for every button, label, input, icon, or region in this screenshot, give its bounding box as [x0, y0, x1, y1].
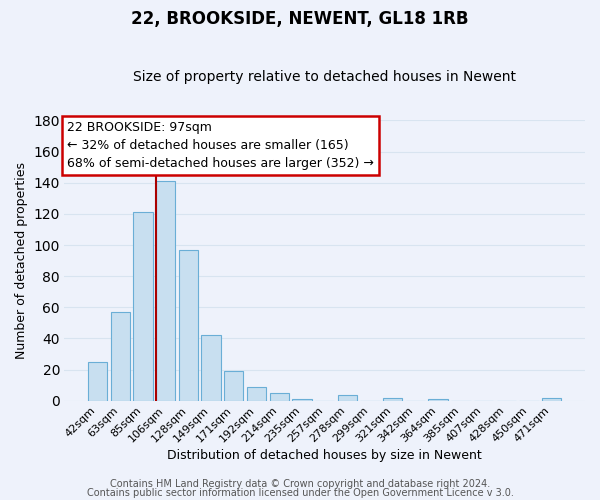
Bar: [224, 371, 244, 401]
Text: Contains public sector information licensed under the Open Government Licence v : Contains public sector information licen…: [86, 488, 514, 498]
Bar: [269, 393, 289, 401]
Bar: [338, 394, 357, 401]
Bar: [292, 399, 311, 401]
Bar: [542, 398, 562, 401]
Bar: [133, 212, 152, 401]
Bar: [247, 387, 266, 401]
Text: 22, BROOKSIDE, NEWENT, GL18 1RB: 22, BROOKSIDE, NEWENT, GL18 1RB: [131, 10, 469, 28]
Bar: [428, 399, 448, 401]
Bar: [383, 398, 403, 401]
Bar: [202, 336, 221, 401]
Y-axis label: Number of detached properties: Number of detached properties: [15, 162, 28, 359]
Text: 22 BROOKSIDE: 97sqm
← 32% of detached houses are smaller (165)
68% of semi-detac: 22 BROOKSIDE: 97sqm ← 32% of detached ho…: [67, 121, 374, 170]
Bar: [179, 250, 198, 401]
Title: Size of property relative to detached houses in Newent: Size of property relative to detached ho…: [133, 70, 516, 85]
Bar: [110, 312, 130, 401]
X-axis label: Distribution of detached houses by size in Newent: Distribution of detached houses by size …: [167, 450, 482, 462]
Text: Contains HM Land Registry data © Crown copyright and database right 2024.: Contains HM Land Registry data © Crown c…: [110, 479, 490, 489]
Bar: [156, 181, 175, 401]
Bar: [88, 362, 107, 401]
